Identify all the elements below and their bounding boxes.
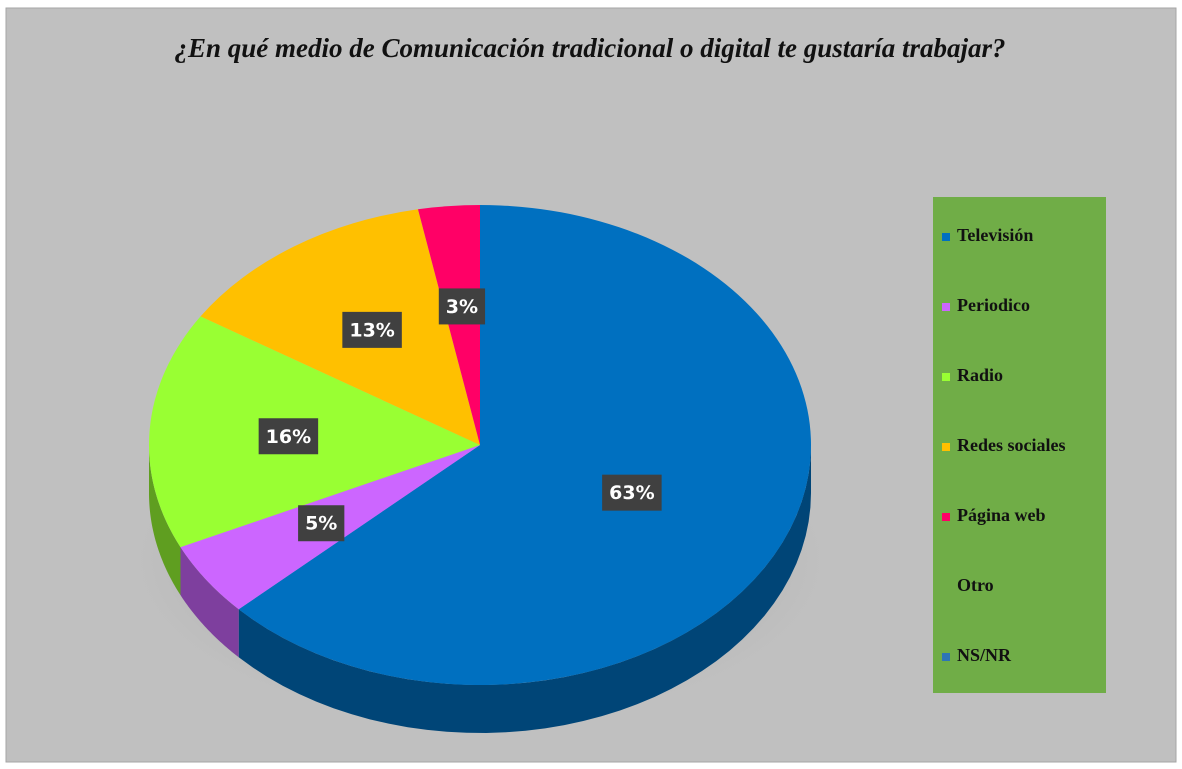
data-label: 13% bbox=[349, 319, 394, 341]
slice-side bbox=[149, 445, 181, 596]
legend-label: Televisión bbox=[957, 225, 1033, 245]
data-label-box bbox=[438, 288, 486, 325]
legend-label: NS/NR bbox=[957, 645, 1012, 665]
legend-label: Página web bbox=[957, 505, 1046, 525]
legend-marker bbox=[942, 303, 950, 311]
legend-label: Radio bbox=[957, 365, 1003, 385]
chart-title: ¿En qué medio de Comunicación tradiciona… bbox=[174, 33, 1006, 63]
slice bbox=[200, 209, 480, 445]
legend-background bbox=[933, 197, 1106, 693]
slice bbox=[417, 205, 480, 445]
slice-side bbox=[238, 445, 812, 733]
data-label-box bbox=[258, 418, 319, 455]
legend-marker bbox=[942, 443, 950, 451]
data-label: 16% bbox=[266, 426, 311, 448]
legend-label: Periodico bbox=[957, 295, 1030, 315]
legend-marker bbox=[942, 513, 950, 521]
legend-marker bbox=[942, 653, 950, 661]
data-label: 5% bbox=[305, 513, 337, 535]
slice bbox=[238, 205, 811, 685]
data-label: 3% bbox=[446, 296, 478, 318]
slice-side bbox=[180, 547, 239, 658]
data-label-box bbox=[298, 505, 345, 542]
legend-label: Redes sociales bbox=[957, 435, 1065, 455]
data-label-box bbox=[602, 474, 662, 511]
legend-marker bbox=[942, 233, 950, 241]
legend-label: Otro bbox=[957, 575, 994, 595]
data-label: 63% bbox=[609, 482, 654, 504]
legend-marker bbox=[942, 373, 950, 381]
data-label-box bbox=[342, 311, 402, 348]
